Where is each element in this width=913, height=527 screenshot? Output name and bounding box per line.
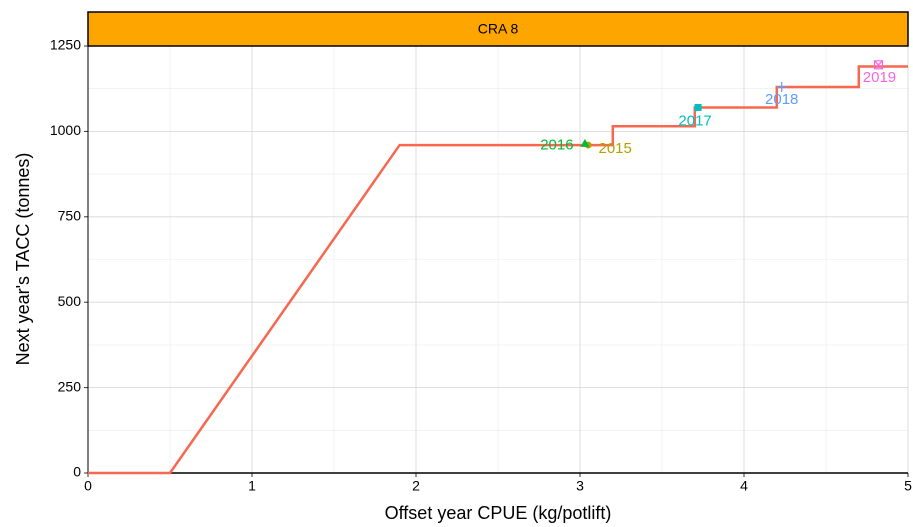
point [873, 60, 884, 70]
x-tick-label: 0 [84, 478, 92, 494]
point-label: 2018 [765, 91, 798, 108]
x-tick-label: 4 [740, 478, 748, 494]
x-tick-label: 5 [904, 478, 912, 494]
point-label: 2019 [863, 69, 896, 86]
x-axis-title: Offset year CPUE (kg/potlift) [385, 503, 612, 523]
y-tick-label: 0 [73, 464, 81, 480]
y-tick-label: 1250 [50, 37, 81, 53]
point [694, 103, 702, 111]
rule-line [88, 65, 908, 475]
x-tick-label: 2 [412, 478, 420, 494]
point-label: 2017 [678, 112, 711, 129]
strip [87, 11, 909, 47]
y-tick-label: 500 [58, 293, 82, 309]
point [580, 138, 590, 147]
x-tick-label: 3 [576, 478, 584, 494]
x-tick-label: 1 [248, 478, 256, 494]
strip-title: CRA 8 [478, 21, 519, 37]
y-tick-label: 250 [58, 378, 82, 394]
point-label: 2016 [540, 136, 573, 153]
y-tick-label: 750 [58, 208, 82, 224]
point-label: 2015 [599, 140, 632, 157]
y-axis-title: Next year's TACC (tonnes) [13, 153, 33, 366]
point [776, 81, 787, 92]
y-tick-label: 1000 [50, 122, 81, 138]
